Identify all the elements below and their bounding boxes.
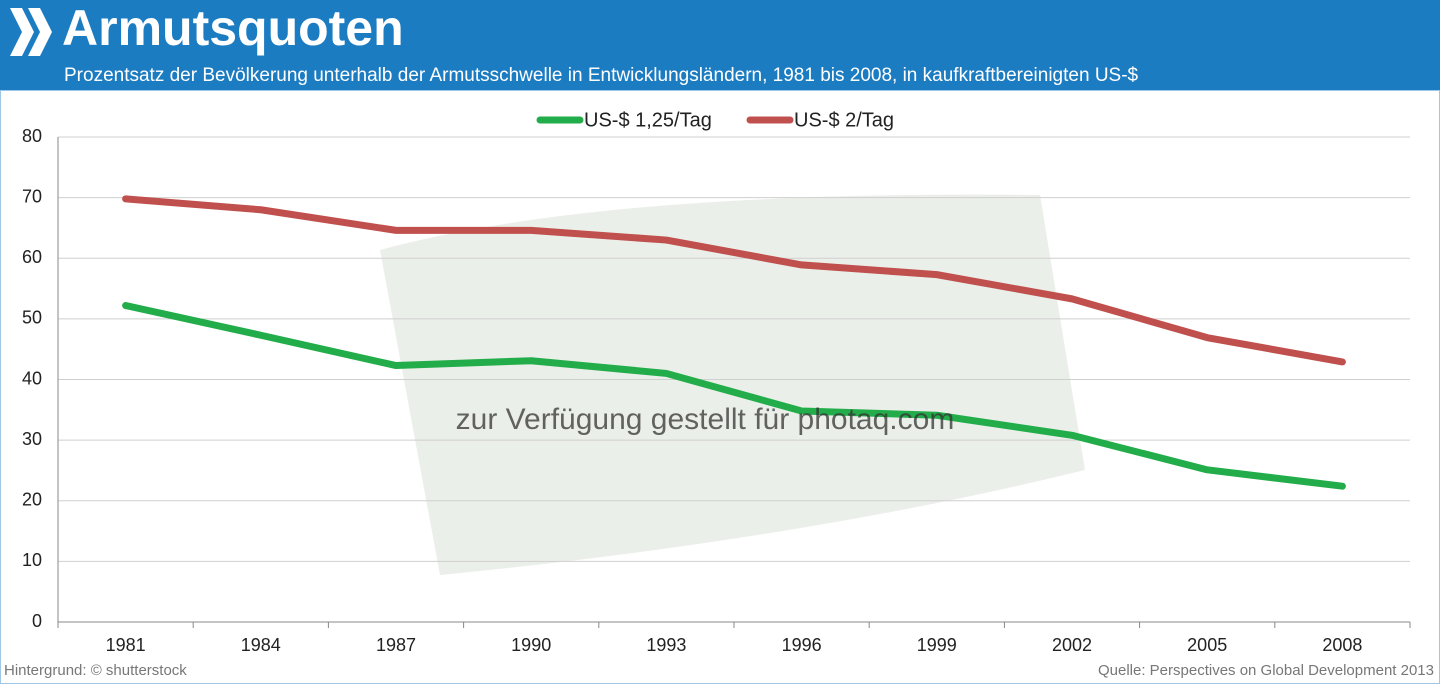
x-tick-label: 1981 [106, 635, 146, 655]
y-tick-label: 40 [22, 368, 42, 388]
x-tick-label: 2002 [1052, 635, 1092, 655]
y-tick-label: 80 [22, 126, 42, 146]
x-tick-label: 2005 [1187, 635, 1227, 655]
y-tick-label: 20 [22, 490, 42, 510]
x-tick-label: 1999 [917, 635, 957, 655]
background-image [380, 194, 1085, 575]
x-tick-label: 1984 [241, 635, 281, 655]
header-band [0, 0, 1440, 90]
y-tick-label: 30 [22, 429, 42, 449]
y-tick-label: 50 [22, 308, 42, 328]
x-tick-label: 1996 [782, 635, 822, 655]
y-tick-label: 0 [32, 611, 42, 631]
series-line [122, 195, 1346, 366]
y-tick-label: 10 [22, 550, 42, 570]
chart-subtitle: Prozentsatz der Bevölkerung unterhalb de… [64, 65, 1139, 86]
chart-title: Armutsquoten [62, 0, 404, 56]
x-tick-label: 1990 [511, 635, 551, 655]
legend-label: US-$ 1,25/Tag [584, 109, 712, 131]
chevron-icon [10, 8, 52, 56]
x-tick-label: 1987 [376, 635, 416, 655]
legend-label: US-$ 2/Tag [794, 109, 894, 131]
x-tick-label: 1993 [646, 635, 686, 655]
footnote-left: Hintergrund: © shutterstock [4, 662, 187, 679]
watermark: zur Verfügung gestellt für photaq.com [456, 403, 955, 436]
series-line [122, 302, 1346, 490]
x-tick-label: 2008 [1322, 635, 1362, 655]
y-tick-label: 60 [22, 247, 42, 267]
footnote-right: Quelle: Perspectives on Global Developme… [1098, 662, 1434, 679]
y-tick-label: 70 [22, 186, 42, 206]
